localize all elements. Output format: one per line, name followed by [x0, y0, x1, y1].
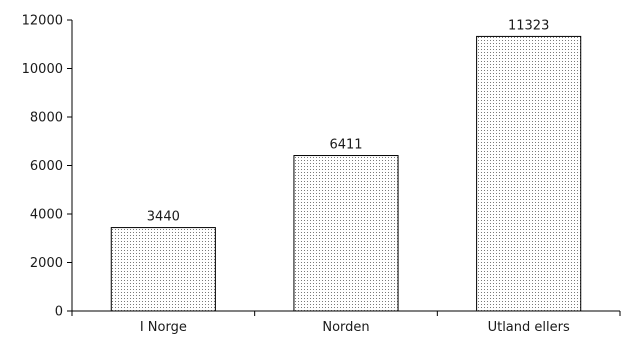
bar-i-norge — [110, 227, 216, 312]
bar-utland-ellers — [476, 35, 582, 312]
x-axis: I Norge Norden Utland ellers — [71, 310, 621, 335]
y-tick-label: 6000 — [30, 159, 63, 174]
bar-norden — [293, 155, 399, 312]
y-tick-label: 2000 — [30, 256, 63, 271]
y-tick-label: 4000 — [30, 208, 63, 223]
y-tick-label: 10000 — [22, 62, 63, 77]
y-tick-label: 0 — [55, 305, 63, 320]
data-label: 6411 — [329, 138, 362, 153]
category-label: I Norge — [140, 320, 187, 335]
data-labels: 3440 6411 11323 — [147, 18, 550, 224]
data-label: 3440 — [147, 210, 180, 225]
bars — [110, 35, 582, 312]
y-tick-label: 8000 — [30, 111, 63, 126]
category-label: Utland ellers — [488, 320, 570, 335]
y-tick-label: 12000 — [22, 14, 63, 29]
category-label: Norden — [322, 320, 369, 335]
data-label: 11323 — [508, 18, 549, 33]
y-axis: 0 2000 4000 6000 8000 10000 12000 — [22, 14, 73, 320]
